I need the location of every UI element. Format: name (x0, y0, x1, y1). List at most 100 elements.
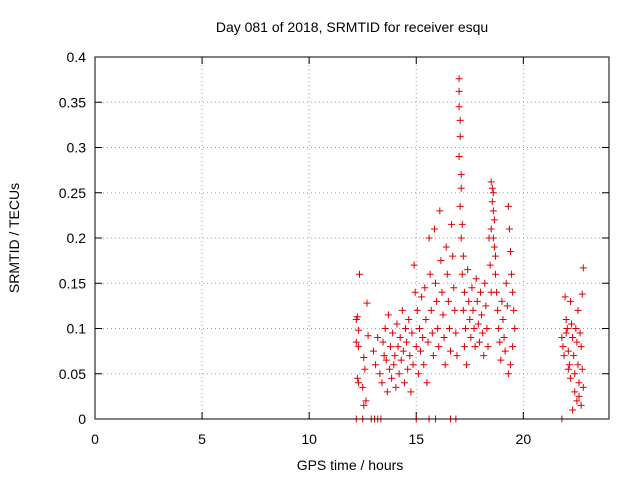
data-point (438, 288, 446, 296)
data-point (576, 329, 584, 337)
data-point (577, 401, 585, 409)
data-point (509, 288, 517, 296)
data-point (379, 338, 387, 346)
data-point (387, 343, 395, 351)
data-point (490, 243, 498, 251)
data-point (487, 178, 495, 186)
x-tick-label: 5 (198, 431, 206, 447)
data-point (390, 361, 398, 369)
data-point (475, 338, 483, 346)
data-point (560, 352, 568, 360)
data-point (407, 388, 415, 396)
data-point (388, 374, 396, 382)
data-point (509, 343, 517, 351)
data-point (456, 133, 464, 141)
y-tick-label: 0.4 (67, 49, 87, 65)
x-tick-label: 0 (91, 431, 99, 447)
y-tick-label: 0.2 (67, 230, 87, 246)
data-point (463, 361, 471, 369)
data-point (457, 234, 465, 242)
data-point (455, 153, 463, 161)
data-point (384, 311, 392, 319)
data-point (382, 356, 390, 364)
data-point (502, 279, 510, 287)
data-point (579, 264, 587, 272)
data-point (395, 370, 403, 378)
data-point (506, 248, 514, 256)
data-point (489, 189, 497, 197)
data-point (385, 365, 393, 373)
data-point (406, 352, 414, 360)
data-point (455, 87, 463, 95)
data-point (426, 270, 434, 278)
data-point (440, 334, 448, 342)
data-point (575, 392, 583, 400)
data-point (490, 216, 498, 224)
data-point (394, 343, 402, 351)
y-tick-label: 0.35 (59, 94, 86, 110)
data-point (578, 365, 586, 373)
data-point (354, 326, 362, 334)
data-point (451, 306, 459, 314)
data-point (477, 288, 484, 296)
data-point (503, 302, 511, 310)
data-point (559, 343, 567, 351)
data-point (491, 270, 499, 278)
data-point (570, 352, 578, 360)
data-point (566, 297, 574, 305)
data-point (417, 347, 425, 355)
data-point (573, 338, 581, 346)
data-point (504, 370, 512, 378)
data-point (486, 261, 494, 269)
data-point (363, 299, 371, 307)
data-point (563, 325, 571, 332)
data-point (474, 320, 482, 328)
data-point (561, 293, 569, 301)
data-point (372, 361, 380, 369)
data-point (499, 315, 507, 323)
data-point (488, 198, 496, 206)
y-tick-label: 0.05 (59, 366, 86, 382)
data-point (380, 352, 388, 360)
data-point (396, 334, 404, 342)
data-point (498, 297, 506, 305)
data-point (491, 252, 499, 260)
data-point (427, 306, 435, 314)
data-point (457, 184, 465, 192)
data-point (452, 329, 460, 337)
data-point (456, 202, 464, 210)
data-point (424, 338, 432, 346)
data-point (562, 329, 570, 337)
data-point (464, 266, 472, 274)
data-point (383, 388, 391, 396)
data-point (378, 379, 386, 387)
data-point (403, 338, 411, 346)
data-point (487, 225, 495, 233)
data-point (574, 361, 582, 369)
data-point (410, 261, 418, 269)
data-points (352, 75, 587, 423)
data-point (409, 361, 417, 369)
data-point (412, 343, 420, 351)
data-point (473, 297, 481, 305)
data-point (510, 306, 518, 314)
data-point (443, 270, 451, 278)
data-point (571, 388, 579, 396)
data-point (352, 338, 360, 346)
data-point (353, 313, 361, 321)
data-point (449, 252, 457, 260)
data-point (479, 329, 487, 337)
data-point (433, 297, 441, 305)
data-point (482, 302, 490, 310)
data-point (493, 288, 501, 296)
y-axis-label: SRMTID / TECUs (6, 183, 22, 293)
data-point (420, 361, 428, 369)
data-point (360, 401, 368, 409)
data-point (393, 320, 401, 328)
x-tick-label: 10 (301, 431, 317, 447)
data-point (569, 406, 577, 414)
data-point (381, 325, 389, 332)
data-point (391, 352, 399, 360)
data-point (425, 234, 433, 242)
data-point (405, 315, 413, 323)
